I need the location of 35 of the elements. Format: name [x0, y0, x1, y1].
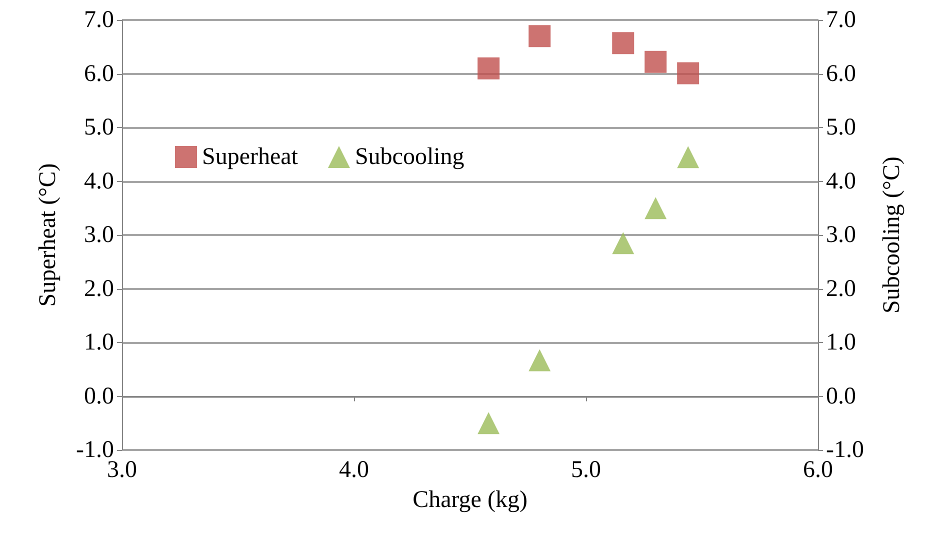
point	[644, 197, 667, 220]
point	[677, 62, 700, 84]
point	[478, 57, 500, 80]
y-tick-label: 3.0	[84, 222, 114, 248]
y-tick-label: 0.0	[84, 383, 114, 410]
y2-axis-title: Subcooling (°C)	[879, 156, 905, 314]
point	[677, 146, 700, 168]
y2-tick-label: 0.0	[826, 383, 856, 410]
x-tick-label: 6.0	[803, 457, 833, 483]
y-tick-label: 5.0	[84, 114, 114, 140]
x-axis-title: Charge (kg)	[412, 487, 528, 513]
point	[612, 32, 634, 54]
y2-tick-label: 5.0	[826, 114, 856, 140]
y2-tick-label: 6.0	[826, 60, 856, 87]
point	[528, 25, 551, 48]
y2-tick-label: 3.0	[826, 222, 856, 248]
y2-tick-label: 1.0	[826, 330, 856, 356]
x-tick-label: 5.0	[571, 457, 601, 483]
y2-tick-label: 2.0	[826, 276, 856, 302]
y-axis-title: Superheat (°C)	[35, 163, 61, 307]
legend-label: Subcooling	[354, 144, 464, 170]
legend-label: Superheat	[202, 144, 298, 170]
y-tick-label: 2.0	[84, 276, 114, 302]
point	[612, 232, 634, 254]
y-tick-label: 4.0	[84, 168, 114, 194]
y2-tick-label: 4.0	[826, 168, 856, 194]
point	[644, 50, 667, 73]
y-tick-label: 7.0	[84, 7, 114, 33]
point	[528, 349, 551, 372]
x-tick-label: 4.0	[339, 457, 369, 483]
x-tick-label: 3.0	[107, 457, 137, 483]
y-tick-label: 6.0	[84, 60, 114, 87]
y-tick-label: 1.0	[84, 330, 114, 356]
point	[478, 412, 500, 434]
y2-tick-label: 7.0	[826, 7, 856, 33]
